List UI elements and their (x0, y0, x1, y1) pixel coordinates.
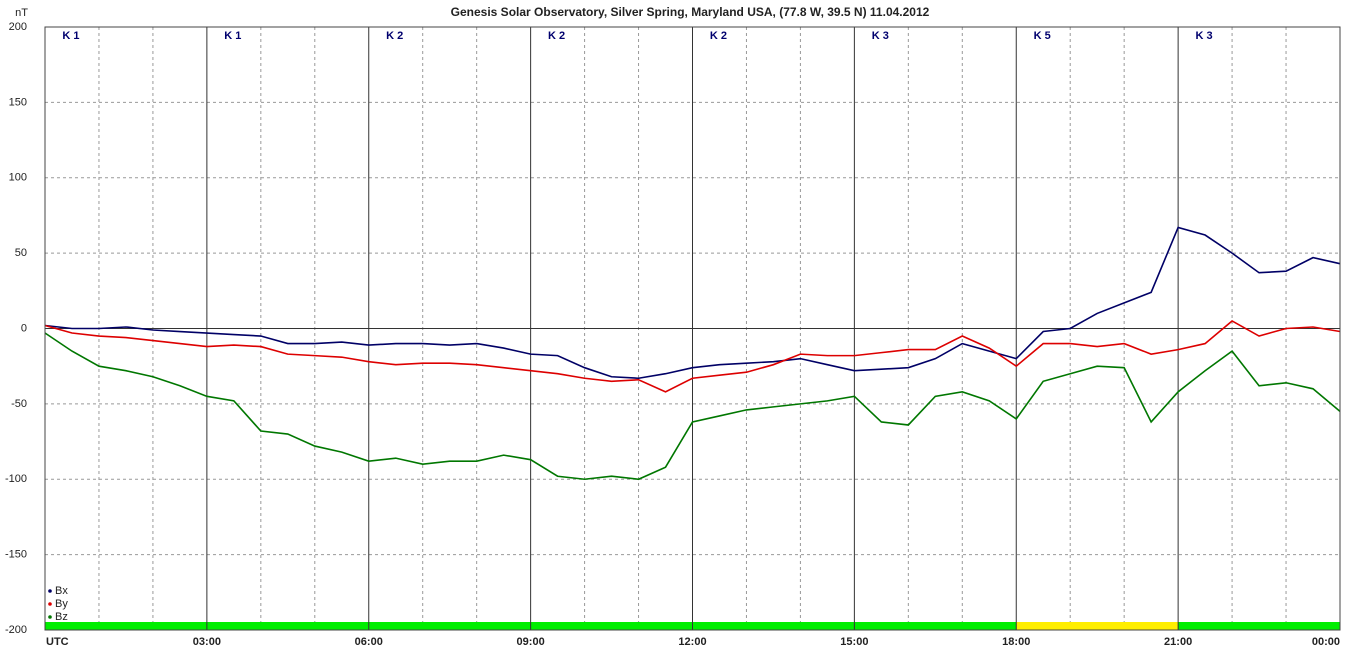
x-tick-label: 12:00 (678, 636, 706, 648)
k-index-label: K 1 (224, 30, 241, 42)
k-index-label: K 1 (62, 30, 79, 42)
k-index-bar (1016, 622, 1179, 630)
y-tick-label: 200 (9, 21, 27, 33)
k-index-bar (45, 622, 207, 630)
legend-marker (48, 615, 52, 619)
y-axis-label: nT (15, 7, 28, 19)
legend-marker (48, 589, 52, 593)
x-tick-label: UTC (46, 636, 69, 648)
y-tick-label: 150 (9, 96, 27, 108)
legend-label: By (55, 598, 68, 610)
chart-title: Genesis Solar Observatory, Silver Spring… (451, 5, 930, 19)
k-index-bar (530, 622, 693, 630)
k-index-bar (206, 622, 369, 630)
x-tick-label: 06:00 (355, 636, 383, 648)
y-tick-label: 0 (21, 322, 27, 334)
x-tick-label: 15:00 (840, 636, 868, 648)
data-line (44, 226, 1341, 380)
k-index-label: K 2 (548, 30, 565, 42)
k-index-bar (1178, 622, 1340, 630)
x-tick-label: 18:00 (1002, 636, 1030, 648)
legend-label: Bz (55, 611, 68, 623)
y-tick-label: -100 (5, 473, 27, 485)
y-tick-label: 100 (9, 172, 27, 184)
k-index-label: K 2 (386, 30, 403, 42)
plot-border (44, 26, 1341, 631)
data-line (44, 319, 1341, 393)
x-tick-label: 21:00 (1164, 636, 1192, 648)
k-index-label: K 3 (872, 30, 889, 42)
data-line (44, 332, 1341, 481)
y-tick-label: -200 (5, 624, 27, 636)
k-index-label: K 2 (710, 30, 727, 42)
x-tick-label: 00:00 (1312, 636, 1340, 648)
y-tick-label: -50 (11, 398, 27, 410)
x-tick-label: 09:00 (517, 636, 545, 648)
k-index-label: K 3 (1196, 30, 1213, 42)
y-tick-label: -150 (5, 549, 27, 561)
k-index-label: K 5 (1034, 30, 1051, 42)
k-index-bar (692, 622, 855, 630)
k-index-bar (854, 622, 1017, 630)
legend-label: Bx (55, 585, 68, 597)
legend-marker (48, 602, 52, 606)
k-index-bar (368, 622, 531, 630)
x-tick-label: 03:00 (193, 636, 221, 648)
y-tick-label: 50 (15, 247, 27, 259)
